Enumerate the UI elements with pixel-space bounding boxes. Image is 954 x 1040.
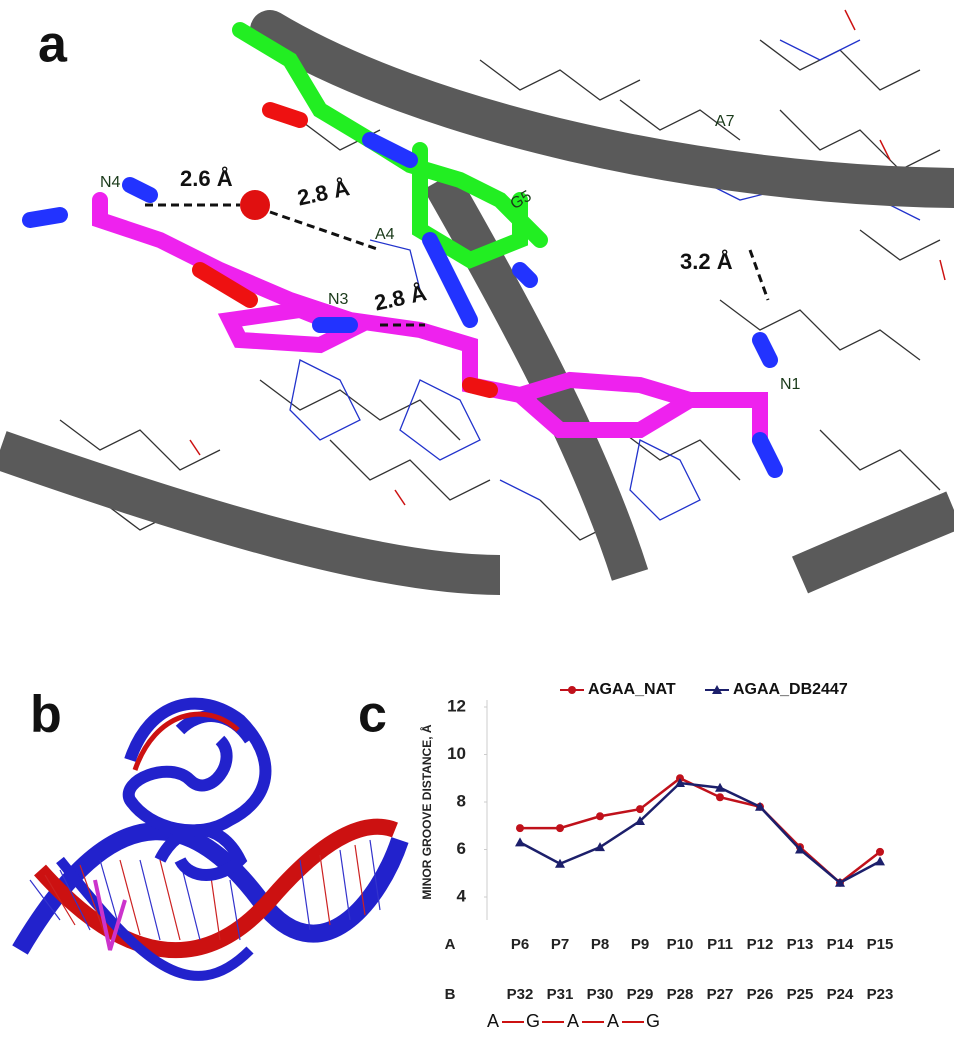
x-tick-label: P31 (547, 986, 574, 1003)
row-label: A (445, 936, 456, 953)
marker (596, 812, 604, 821)
distance-label: 2.6 Å (180, 165, 233, 191)
x-tick-label: P11 (707, 936, 733, 953)
atom-label: N3 (328, 291, 349, 308)
atom-label: N4 (100, 174, 121, 191)
x-tick-label: P12 (747, 936, 774, 953)
series-line (520, 776, 881, 885)
x-tick-label: P27 (707, 986, 734, 1003)
marker (795, 844, 805, 854)
x-tick-label: P32 (507, 986, 534, 1003)
marker (555, 858, 565, 868)
marker (595, 842, 605, 852)
sequence-base: A (607, 1011, 619, 1031)
y-tick-label: 12 (447, 696, 466, 715)
sequence-base: G (526, 1011, 540, 1031)
marker (716, 793, 724, 802)
x-tick-label: P8 (591, 936, 609, 953)
x-tick-label: P6 (511, 936, 529, 953)
x-tick-label: P23 (867, 986, 894, 1003)
x-tick-label: P25 (787, 986, 814, 1003)
marker (516, 824, 524, 833)
marker (636, 805, 644, 814)
row-label: B (445, 986, 456, 1003)
legend-label: AGAA_NAT (588, 681, 676, 698)
marker (568, 686, 576, 694)
y-axis-title: MINOR GROOVE DISTANCE, Å (419, 724, 434, 899)
marker (755, 801, 765, 811)
y-tick-label: 8 (457, 791, 466, 810)
panel-label: b (30, 686, 62, 744)
distance-label: 2.8 Å (295, 174, 352, 210)
x-tick-label: P28 (667, 986, 694, 1003)
y-tick-label: 6 (457, 839, 466, 858)
marker (556, 824, 564, 833)
x-tick-label: P9 (631, 936, 649, 953)
distance-label: 3.2 Å (680, 248, 733, 274)
panel-b-render (12, 697, 409, 981)
x-tick-label: P7 (551, 936, 569, 953)
x-tick-label: P30 (587, 986, 614, 1003)
series-line (519, 781, 881, 885)
y-tick-label: 4 (457, 886, 467, 905)
marker (875, 856, 885, 866)
x-tick-label: P10 (667, 936, 694, 953)
legend-label: AGAA_DB2447 (733, 681, 848, 698)
sequence-base: G (646, 1011, 660, 1031)
x-tick-label: P15 (867, 936, 894, 953)
atom-label: N1 (780, 376, 801, 393)
atom-label: A4 (375, 226, 395, 243)
panel-label: a (38, 16, 68, 74)
y-tick-label: 10 (447, 744, 466, 763)
x-tick-label: P13 (787, 936, 814, 953)
atom-label: A7 (715, 113, 735, 130)
distance-label: 2.8 Å (372, 279, 429, 315)
sequence-base: A (567, 1011, 579, 1031)
x-tick-label: P24 (827, 986, 854, 1003)
marker (835, 877, 845, 887)
x-tick-label: P14 (827, 936, 854, 953)
marker (876, 847, 884, 856)
sequence-base: A (487, 1011, 499, 1031)
marker (712, 685, 722, 694)
x-tick-label: P29 (627, 986, 654, 1003)
x-tick-label: P26 (747, 986, 774, 1003)
marker (635, 816, 645, 825)
panel-a-render (0, 9, 954, 595)
marker (715, 782, 725, 792)
marker (675, 778, 685, 787)
marker (515, 837, 525, 847)
panel-label: c (358, 686, 387, 744)
